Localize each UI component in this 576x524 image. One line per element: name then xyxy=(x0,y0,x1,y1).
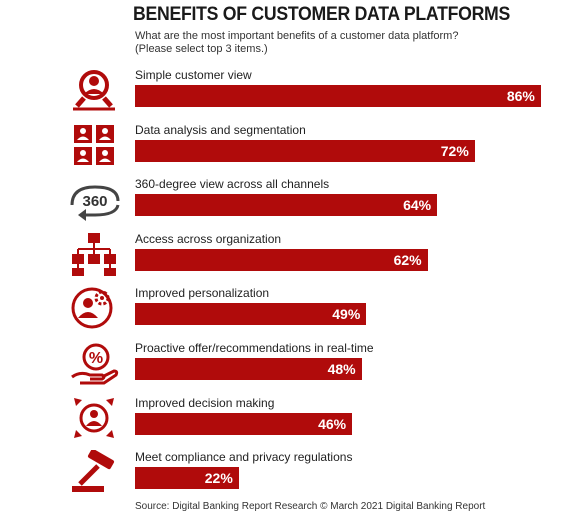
chart-row: Meet compliance and privacy regulations 2… xyxy=(0,450,576,504)
value-label: 64% xyxy=(403,197,432,214)
value-label: 46% xyxy=(318,415,347,432)
person-gear-icon xyxy=(71,287,113,329)
category-label: Data analysis and segmentation xyxy=(135,122,306,137)
grid-people-icon xyxy=(74,124,114,165)
subtitle-line-1: What are the most important benefits of … xyxy=(135,30,459,42)
chart-row: 360 360-degree view across all channels 64… xyxy=(0,177,576,231)
category-label: Proactive offer/recommendations in real-… xyxy=(135,341,374,355)
category-label: Simple customer view xyxy=(135,68,252,82)
category-label: Improved decision making xyxy=(135,395,275,410)
person-arrows-icon xyxy=(74,397,114,438)
chart-row: Improved decision making 46% xyxy=(0,396,576,450)
value-label: 62% xyxy=(393,251,422,268)
rotate-360-icon: 360 xyxy=(70,185,120,222)
bar: 46% xyxy=(135,412,353,435)
category-label: Access across organization xyxy=(135,231,282,246)
source-note: Source: Digital Banking Report Research … xyxy=(135,501,486,512)
value-label: 86% xyxy=(506,88,535,104)
chart-row: % Proactive offer/recommendations in real… xyxy=(0,341,576,395)
bar: 62% xyxy=(135,248,428,271)
chart-row: Improved personalization 49% xyxy=(0,286,576,340)
bar: 64% xyxy=(135,194,438,217)
category-label: Improved personalization xyxy=(135,286,270,301)
category-label: 360-degree view across all channels xyxy=(135,177,330,192)
chart-subtitle: What are the most important benefits of … xyxy=(135,30,458,56)
magnifier-person-icon xyxy=(73,70,115,111)
org-chart-icon xyxy=(72,232,116,276)
bar: 72% xyxy=(135,139,475,162)
value-label: 72% xyxy=(440,142,469,159)
value-label: 49% xyxy=(332,306,361,323)
bar: 86% xyxy=(135,85,541,107)
value-label: 22% xyxy=(204,470,233,487)
bar: 22% xyxy=(135,467,239,490)
gavel-icon xyxy=(72,450,115,493)
bar: 48% xyxy=(135,358,362,380)
category-label: Meet compliance and privacy regulations xyxy=(135,450,353,465)
bar: 49% xyxy=(135,303,367,326)
chart-title: BENEFITS OF CUSTOMER DATA PLATFORMS xyxy=(133,4,511,25)
value-label: 48% xyxy=(327,361,356,377)
svg-text:%: % xyxy=(89,350,103,367)
icon-360-text: 360 xyxy=(82,193,107,210)
chart-row: Data analysis and segmentation 72% xyxy=(0,123,576,177)
hand-percent-icon: % xyxy=(71,343,119,385)
chart-row: Simple customer view 86% xyxy=(0,68,576,122)
chart-row: Access across organization 62% xyxy=(0,232,576,286)
subtitle-line-2: (Please select top 3 items.) xyxy=(135,43,268,55)
